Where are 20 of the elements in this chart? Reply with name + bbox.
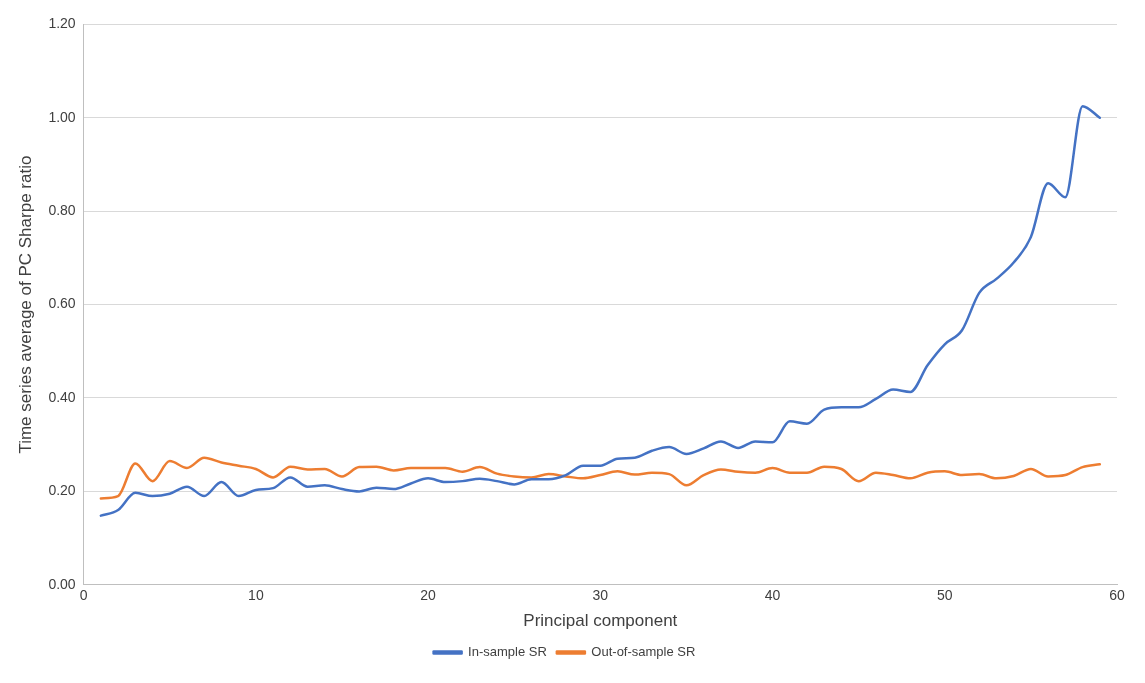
x-tick-label: 30 [592,587,609,604]
line-series [99,104,1102,517]
y-tick-label: 0.40 [48,388,76,405]
x-tick-label: 60 [1109,587,1125,604]
x-tick-label: 50 [936,587,953,604]
y-axis-title: Time series average of PC Sharpe ratio [15,155,35,454]
line-series [99,456,1102,500]
y-tick-label: 0.60 [48,295,76,312]
x-tick-label: 40 [764,587,781,604]
x-tick-label: 10 [248,587,264,604]
y-tick-label: 1.20 [48,15,76,32]
y-tick-label: 1.00 [48,108,76,125]
x-tick-label: 20 [420,587,437,604]
y-tick-label: 0.20 [48,482,76,499]
legend-label: In-sample SR [468,644,547,660]
legend-label: Out-of-sample SR [591,644,696,660]
y-tick-label: 0.00 [48,575,76,592]
x-axis-title: Principal component [523,611,678,631]
y-tick-label: 0.80 [48,202,76,219]
x-tick-label: 0 [79,587,88,604]
